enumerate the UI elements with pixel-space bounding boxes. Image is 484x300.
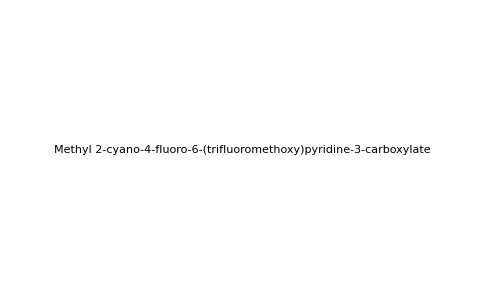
- Text: Methyl 2-cyano-4-fluoro-6-(trifluoromethoxy)pyridine-3-carboxylate: Methyl 2-cyano-4-fluoro-6-(trifluorometh…: [54, 145, 430, 155]
